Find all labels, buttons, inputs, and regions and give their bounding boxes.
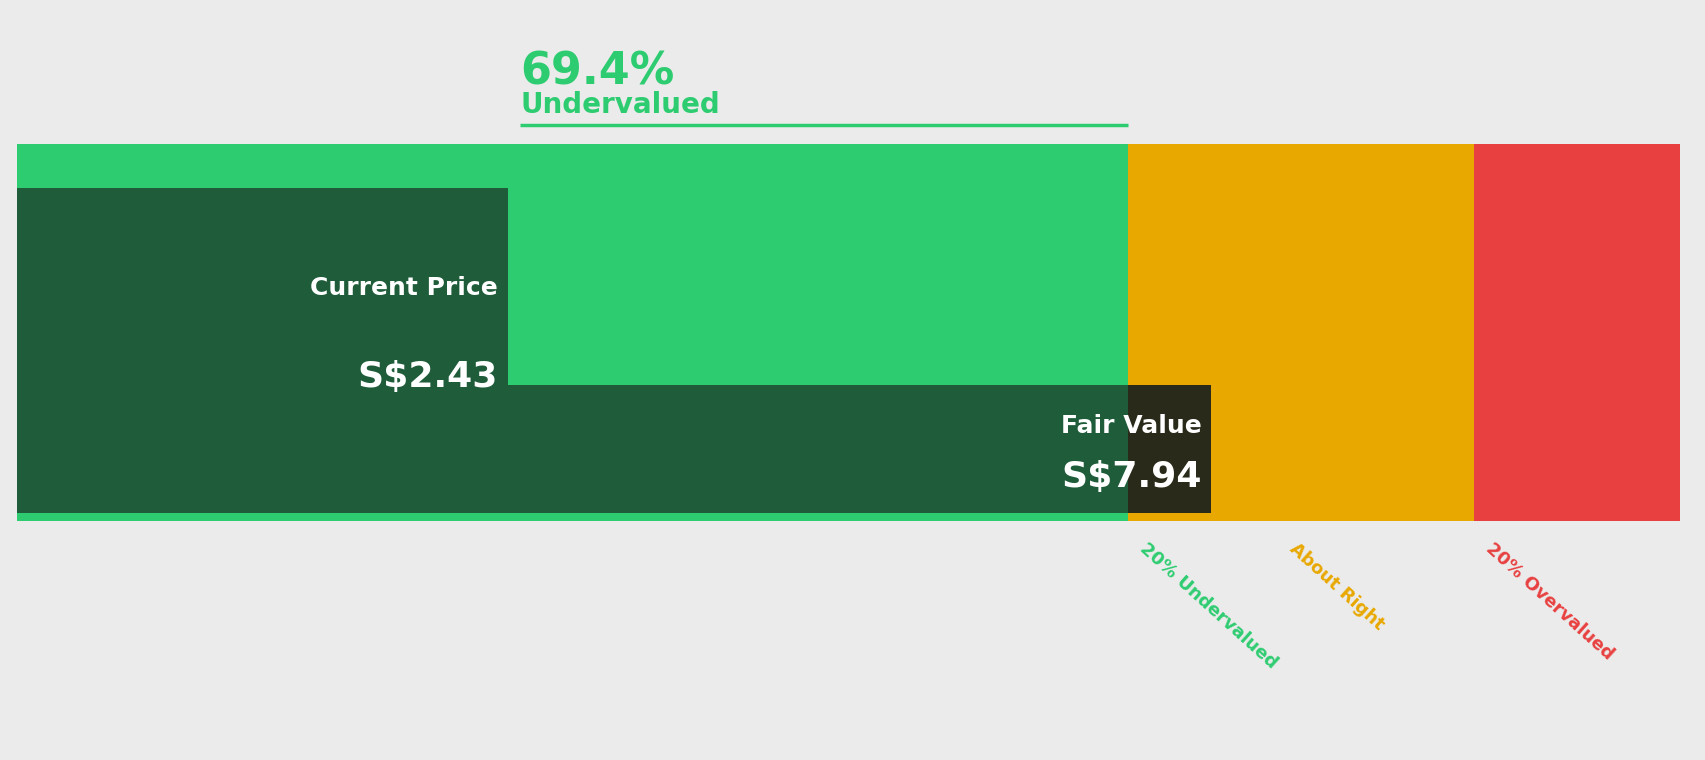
Bar (1473, 144, 1679, 521)
Bar (17, 144, 1127, 521)
Bar (1127, 144, 1277, 521)
Text: Fair Value: Fair Value (1061, 414, 1202, 438)
Bar (17, 188, 508, 466)
Text: About Right: About Right (1286, 540, 1388, 634)
Text: S$7.94: S$7.94 (1061, 461, 1202, 494)
Bar (1277, 144, 1473, 521)
Bar (17, 385, 1211, 513)
Text: 20% Undervalued: 20% Undervalued (1136, 540, 1280, 672)
Text: Undervalued: Undervalued (520, 91, 720, 119)
Bar (1127, 385, 1211, 513)
Text: S$2.43: S$2.43 (358, 360, 498, 394)
Text: 69.4%: 69.4% (520, 51, 673, 93)
Text: 20% Overvalued: 20% Overvalued (1482, 540, 1616, 663)
Text: Current Price: Current Price (310, 276, 498, 300)
